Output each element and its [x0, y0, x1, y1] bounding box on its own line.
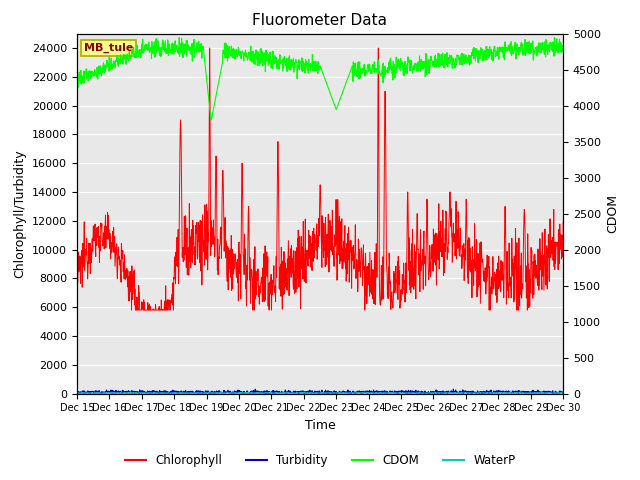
- Legend: Chlorophyll, Turbidity, CDOM, WaterP: Chlorophyll, Turbidity, CDOM, WaterP: [120, 449, 520, 472]
- Title: Fluorometer Data: Fluorometer Data: [253, 13, 387, 28]
- X-axis label: Time: Time: [305, 419, 335, 432]
- Y-axis label: Chlorophyll/Turbidity: Chlorophyll/Turbidity: [13, 149, 26, 278]
- Y-axis label: CDOM: CDOM: [607, 194, 620, 233]
- Text: MB_tule: MB_tule: [84, 43, 134, 53]
